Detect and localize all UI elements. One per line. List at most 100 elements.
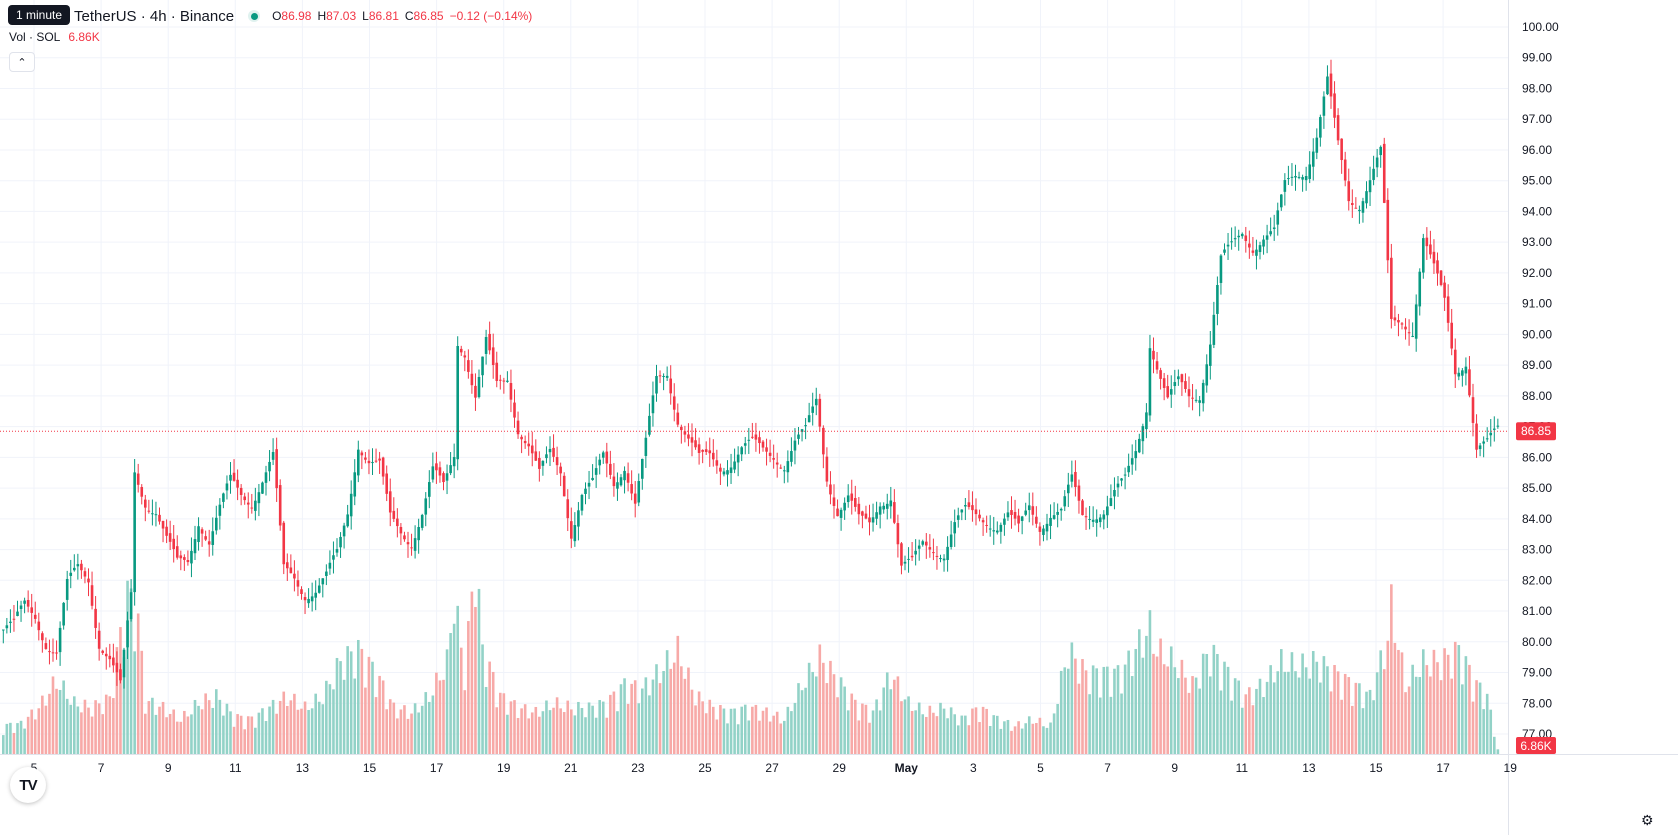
volume-bar	[765, 707, 768, 754]
volume-bar	[1209, 676, 1212, 754]
candle-body	[392, 510, 396, 519]
volume-bar	[577, 701, 580, 754]
volume-bar	[360, 648, 364, 754]
volume-bar	[591, 705, 594, 754]
volume-bar	[793, 702, 797, 754]
candle-body	[747, 439, 751, 441]
candle-body	[1414, 304, 1418, 339]
volume-bar	[349, 651, 353, 754]
candle-body	[435, 463, 438, 471]
candle-body	[1496, 425, 1500, 427]
candle-body	[76, 564, 80, 567]
candle-body	[1308, 164, 1311, 179]
candle-body	[65, 578, 69, 600]
volume-bar	[1372, 700, 1375, 754]
candle-body	[1223, 249, 1226, 253]
volume-bar	[335, 657, 339, 754]
volume-bar	[463, 690, 467, 754]
volume-bar	[1084, 670, 1088, 754]
collapse-legend-button[interactable]: ⌃	[9, 52, 35, 72]
candle-body	[250, 507, 254, 509]
candle-body	[854, 498, 857, 507]
candle-body	[459, 348, 463, 353]
candle-body	[129, 592, 133, 620]
volume-bar	[932, 712, 935, 754]
low-label: L	[362, 9, 369, 23]
volume-bar	[1453, 641, 1457, 754]
candle-body	[1109, 498, 1113, 506]
tradingview-logo-icon[interactable]: TV	[10, 767, 46, 803]
candle-body	[516, 420, 520, 435]
candle-body	[12, 618, 16, 620]
candle-body	[37, 621, 41, 631]
volume-bar	[484, 686, 488, 754]
time-tick-label: 27	[765, 761, 779, 775]
candle-body	[1272, 227, 1276, 230]
candle-body	[751, 436, 754, 438]
volume-bar	[1482, 709, 1485, 754]
candle-body	[1304, 176, 1308, 181]
volume-bar	[435, 672, 438, 754]
volume-bar	[719, 705, 722, 754]
candle-body	[445, 473, 449, 481]
volume-bar	[751, 706, 754, 754]
volume-bar	[459, 647, 463, 754]
time-tick-label: 19	[1504, 761, 1518, 775]
candle-body	[1485, 438, 1489, 440]
volume-bar	[1024, 723, 1027, 754]
volume-bar	[736, 724, 740, 754]
volume-bar	[907, 696, 910, 754]
volume-bar	[1141, 657, 1145, 754]
candle-body	[687, 434, 690, 439]
candle-body	[1294, 176, 1297, 178]
gear-icon[interactable]: ⚙	[1641, 812, 1654, 828]
market-status-icon[interactable]	[248, 10, 261, 22]
volume-bar	[804, 687, 807, 754]
candle-body	[97, 630, 101, 649]
candle-body	[80, 563, 83, 571]
candle-body	[626, 473, 630, 483]
volume-bar	[520, 708, 523, 754]
volume-bar	[1368, 689, 1372, 754]
volume-bar	[1091, 665, 1095, 754]
candle-body	[996, 530, 999, 533]
volume-bar	[1010, 730, 1013, 754]
candle-body	[1280, 194, 1283, 208]
candle-body	[5, 625, 9, 629]
candle-body	[846, 495, 850, 503]
candle-body	[335, 549, 339, 553]
volume-bar	[506, 714, 509, 754]
volume-bar	[1035, 722, 1038, 754]
volume-bar	[438, 680, 442, 754]
time-tick-label: 11	[229, 761, 242, 775]
volume-bar	[300, 708, 303, 754]
volume-label[interactable]: Vol · SOL	[9, 30, 61, 44]
volume-bar	[58, 689, 62, 754]
symbol-title[interactable]: TetherUS · 4h · Binance	[74, 7, 235, 25]
candle-body	[26, 600, 30, 607]
volume-bar	[850, 693, 854, 754]
volume-bar	[836, 697, 839, 754]
candle-body	[1297, 176, 1301, 178]
candle-body	[204, 536, 207, 540]
volume-bar	[115, 647, 119, 754]
candle-body	[44, 643, 48, 649]
candle-body	[140, 487, 144, 497]
time-tick-label: 15	[1369, 761, 1383, 775]
volume-bar	[147, 701, 151, 754]
volume-bar	[431, 695, 435, 754]
volume-bar	[616, 711, 619, 754]
volume-bar	[353, 678, 357, 754]
volume-bar	[1468, 664, 1471, 754]
price-tick-label: 97.00	[1522, 112, 1552, 126]
candle-body	[1035, 516, 1038, 524]
candle-body	[364, 457, 367, 460]
candle-body	[449, 465, 452, 474]
candle-body	[676, 412, 680, 425]
candle-body	[165, 526, 168, 536]
volume-bar	[903, 699, 907, 754]
candle-body	[325, 571, 328, 576]
volume-bar	[651, 679, 655, 754]
time-tick-label: 29	[833, 761, 847, 775]
